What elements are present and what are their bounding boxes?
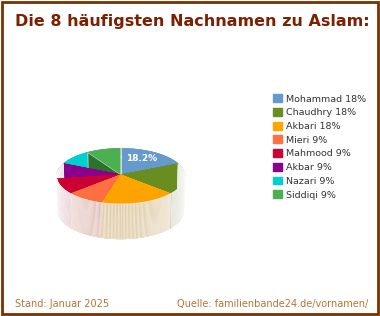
Text: Die 8 häufigsten Nachnamen zu Aslam:: Die 8 häufigsten Nachnamen zu Aslam: xyxy=(15,14,370,29)
Text: Stand: Januar 2025: Stand: Januar 2025 xyxy=(15,299,109,309)
Legend: Mohammad 18%, Chaudhry 18%, Akbari 18%, Mieri 9%, Mahmood 9%, Akbar 9%, Nazari 9: Mohammad 18%, Chaudhry 18%, Akbari 18%, … xyxy=(270,91,370,203)
Text: Quelle: familienbande24.de/vornamen/: Quelle: familienbande24.de/vornamen/ xyxy=(177,299,369,309)
